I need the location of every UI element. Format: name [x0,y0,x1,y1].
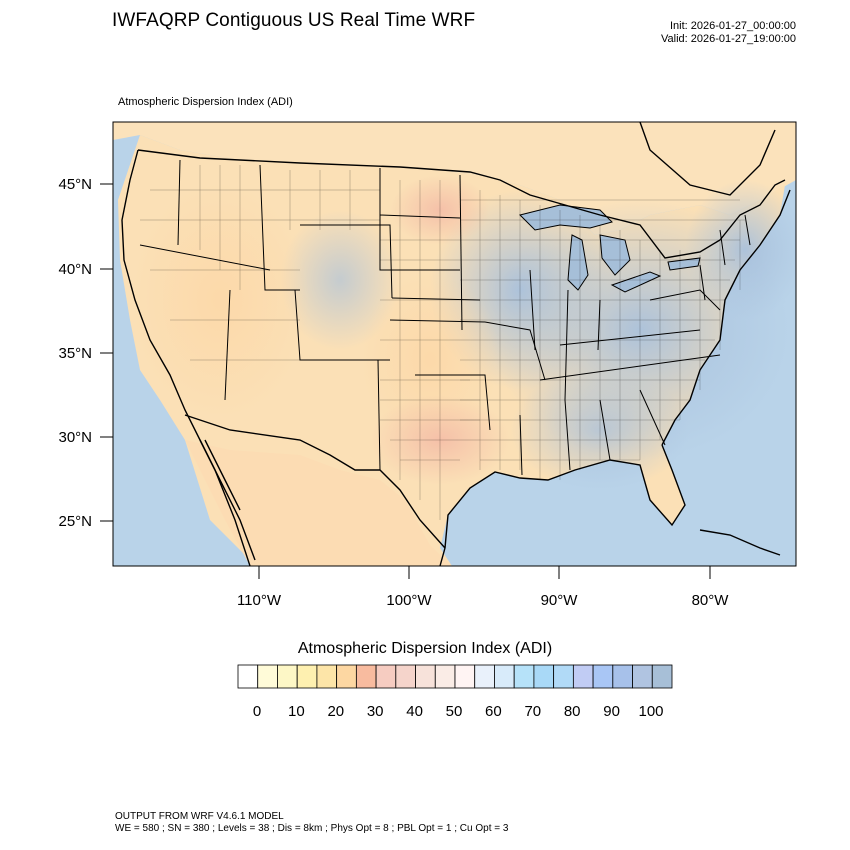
colorbar-bin-8 [395,664,416,689]
baja-peninsula [199,439,256,561]
lat-tick-30: 30°N [58,429,92,446]
colorbar-label-60: 60 [485,703,502,720]
colorbar-bin-6 [355,664,377,689]
axis-ticks [100,183,711,579]
colorbar-bin-20 [632,664,653,689]
colorbar-bin-4 [316,664,338,689]
colorbar-bin-15 [533,664,555,689]
lat-tick-35: 35°N [58,345,92,362]
east-coast [661,189,791,446]
map-field [113,122,796,566]
colorbar-bin-5 [336,664,357,689]
cuba [699,529,781,556]
mexico-gulf-coast [439,547,446,566]
colorbar-label-40: 40 [406,703,423,720]
model-config-note: WE = 580 ; SN = 380 ; Levels = 38 ; Dis … [115,823,509,834]
colorbar-label-70: 70 [524,703,542,720]
colorbar-label-30: 30 [366,703,384,720]
model-output-note: OUTPUT FROM WRF V4.6.1 MODEL [115,811,284,822]
colorbar-bin-19 [612,664,633,689]
map-title: IWFAQRP Contiguous US Real Time WRF [112,10,476,31]
lat-tick-45: 45°N [58,176,92,193]
us-mexico-border [184,414,446,549]
county-mesh [140,165,745,520]
colorbar-label-20: 20 [327,703,345,720]
lat-tick-25: 25°N [58,513,92,530]
colorbar-bin-7 [375,664,397,689]
colorbar-label-80: 80 [563,703,581,720]
colorbar-bin-18 [592,664,614,689]
hudson-bay-edge [639,122,776,196]
init-time: Init: 2026-01-27_00:00:00 [670,20,796,32]
colorbar-bin-16 [553,664,574,689]
lon-tick-90w: 90°W [541,592,579,609]
national-boundaries [121,122,791,566]
lon-tick-100w: 100°W [386,592,432,609]
lon-tick-80w: 80°W [692,592,730,609]
west-coast [121,149,251,566]
colorbar-bin-17 [572,664,594,689]
colorbar-bin-0 [237,664,259,689]
colorbar-bin-10 [434,664,456,689]
colorbar-bin-1 [257,664,278,689]
gulf-coast [444,444,686,549]
us-canada-border [137,149,786,259]
colorbar-bin-14 [513,664,535,689]
lake-ontario [667,257,701,271]
lake-huron [599,234,631,276]
colorbar-label-50: 50 [445,703,463,720]
colorbar-title: Atmospheric Dispersion Index (ADI) [297,640,553,657]
lat-tick-40: 40°N [58,261,92,278]
colorbar-bin-21 [651,664,673,689]
cool-region-northeast [685,180,796,320]
colorbar-bin-9 [415,664,436,689]
mexico-land [185,440,452,566]
map-frame [112,121,797,567]
colorbar-bin-12 [474,664,495,689]
colorbar-label-100: 100 [638,703,664,720]
lon-tick-110w: 110°W [237,592,282,609]
colorbar-bin-3 [296,664,318,689]
field-label: Atmospheric Dispersion Index (ADI) [118,96,293,108]
colorbar-label-90: 90 [603,703,620,720]
colorbar-label-10: 10 [288,703,305,720]
colorbar-label-0: 0 [252,703,262,720]
valid-time: Valid: 2026-01-27_19:00:00 [661,33,796,45]
colorbar [237,664,673,689]
colorbar-bin-11 [454,664,476,689]
colorbar-bin-2 [277,664,298,689]
colorbar-bin-13 [494,664,515,689]
